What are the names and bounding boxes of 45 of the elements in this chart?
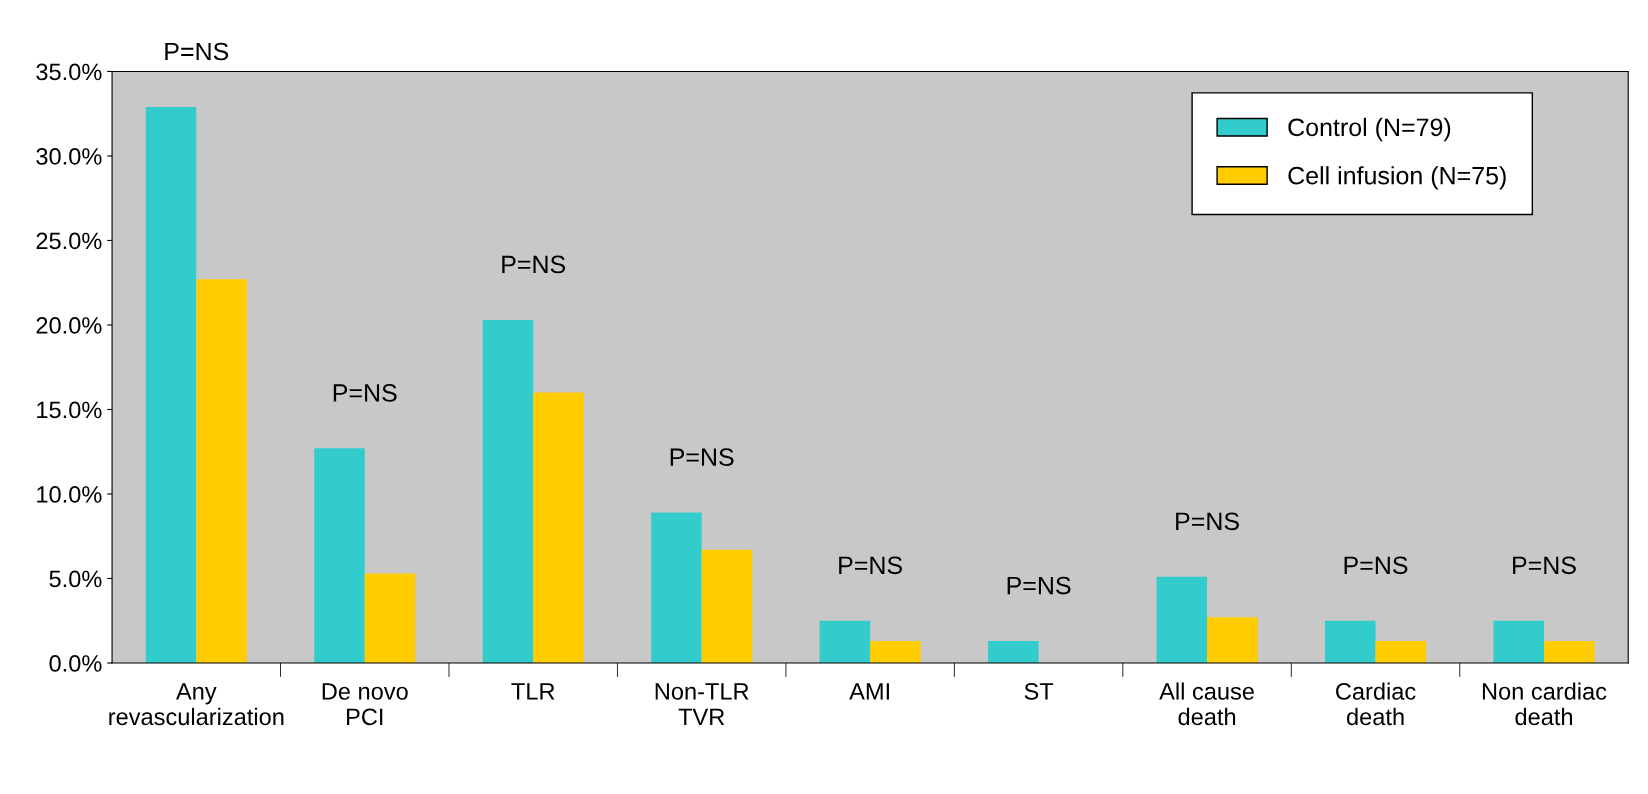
legend-label: Cell infusion (N=75) <box>1288 166 1506 190</box>
bar <box>533 392 584 663</box>
x-tick-label: All cause death <box>1159 682 1254 726</box>
bar <box>701 549 753 663</box>
x-tick-label: Non cardiac death <box>1482 682 1607 726</box>
annotation: P=NS <box>1007 576 1071 595</box>
y-tick-label: 25.0% <box>36 232 102 250</box>
bar <box>1375 641 1427 663</box>
x-tick-label: De novo PCI <box>322 683 408 726</box>
bar <box>1543 641 1595 663</box>
x-tick-label: Cardiac death <box>1336 682 1416 726</box>
text: P=NS <box>165 42 229 61</box>
bar <box>870 641 921 663</box>
bar <box>1324 620 1376 663</box>
y-tick-label: 0.0% <box>49 655 102 672</box>
bar <box>1207 617 1258 663</box>
annotation: P=NS <box>670 448 734 466</box>
bar <box>314 448 365 663</box>
bar <box>819 620 871 663</box>
bar <box>988 641 1039 663</box>
x-tick-label: ST <box>1024 683 1054 700</box>
x-tick-label: AMI <box>849 683 889 700</box>
annotation: P=NS <box>839 556 902 575</box>
bar <box>145 106 197 663</box>
legend-label: Control (N=79) <box>1288 117 1451 142</box>
bar <box>364 573 416 663</box>
annotation: P=NS <box>1176 512 1239 531</box>
y-tick-label: 20.0% <box>36 317 102 334</box>
y-tick-label: 5.0% <box>49 570 102 588</box>
bar <box>196 279 247 663</box>
annotation: P=NS <box>502 255 566 274</box>
bar <box>651 512 702 663</box>
y-tick-label: 10.0% <box>37 486 102 503</box>
bar <box>1493 620 1544 663</box>
bar <box>482 319 534 663</box>
x-tick-label: Any revascularization <box>109 683 284 726</box>
x-tick-label: TLR <box>511 683 555 700</box>
annotation: P=NS <box>1344 556 1408 575</box>
annotation: P=NS <box>333 384 397 402</box>
y-tick-label: 35.0% <box>36 63 102 81</box>
x-tick-label: Non-TLR TVR <box>655 683 749 725</box>
y-tick-label: 30.0% <box>36 148 102 165</box>
annotation: P=NS <box>1513 556 1576 575</box>
bar <box>1156 576 1208 663</box>
y-tick-label: 15.0% <box>37 401 102 419</box>
